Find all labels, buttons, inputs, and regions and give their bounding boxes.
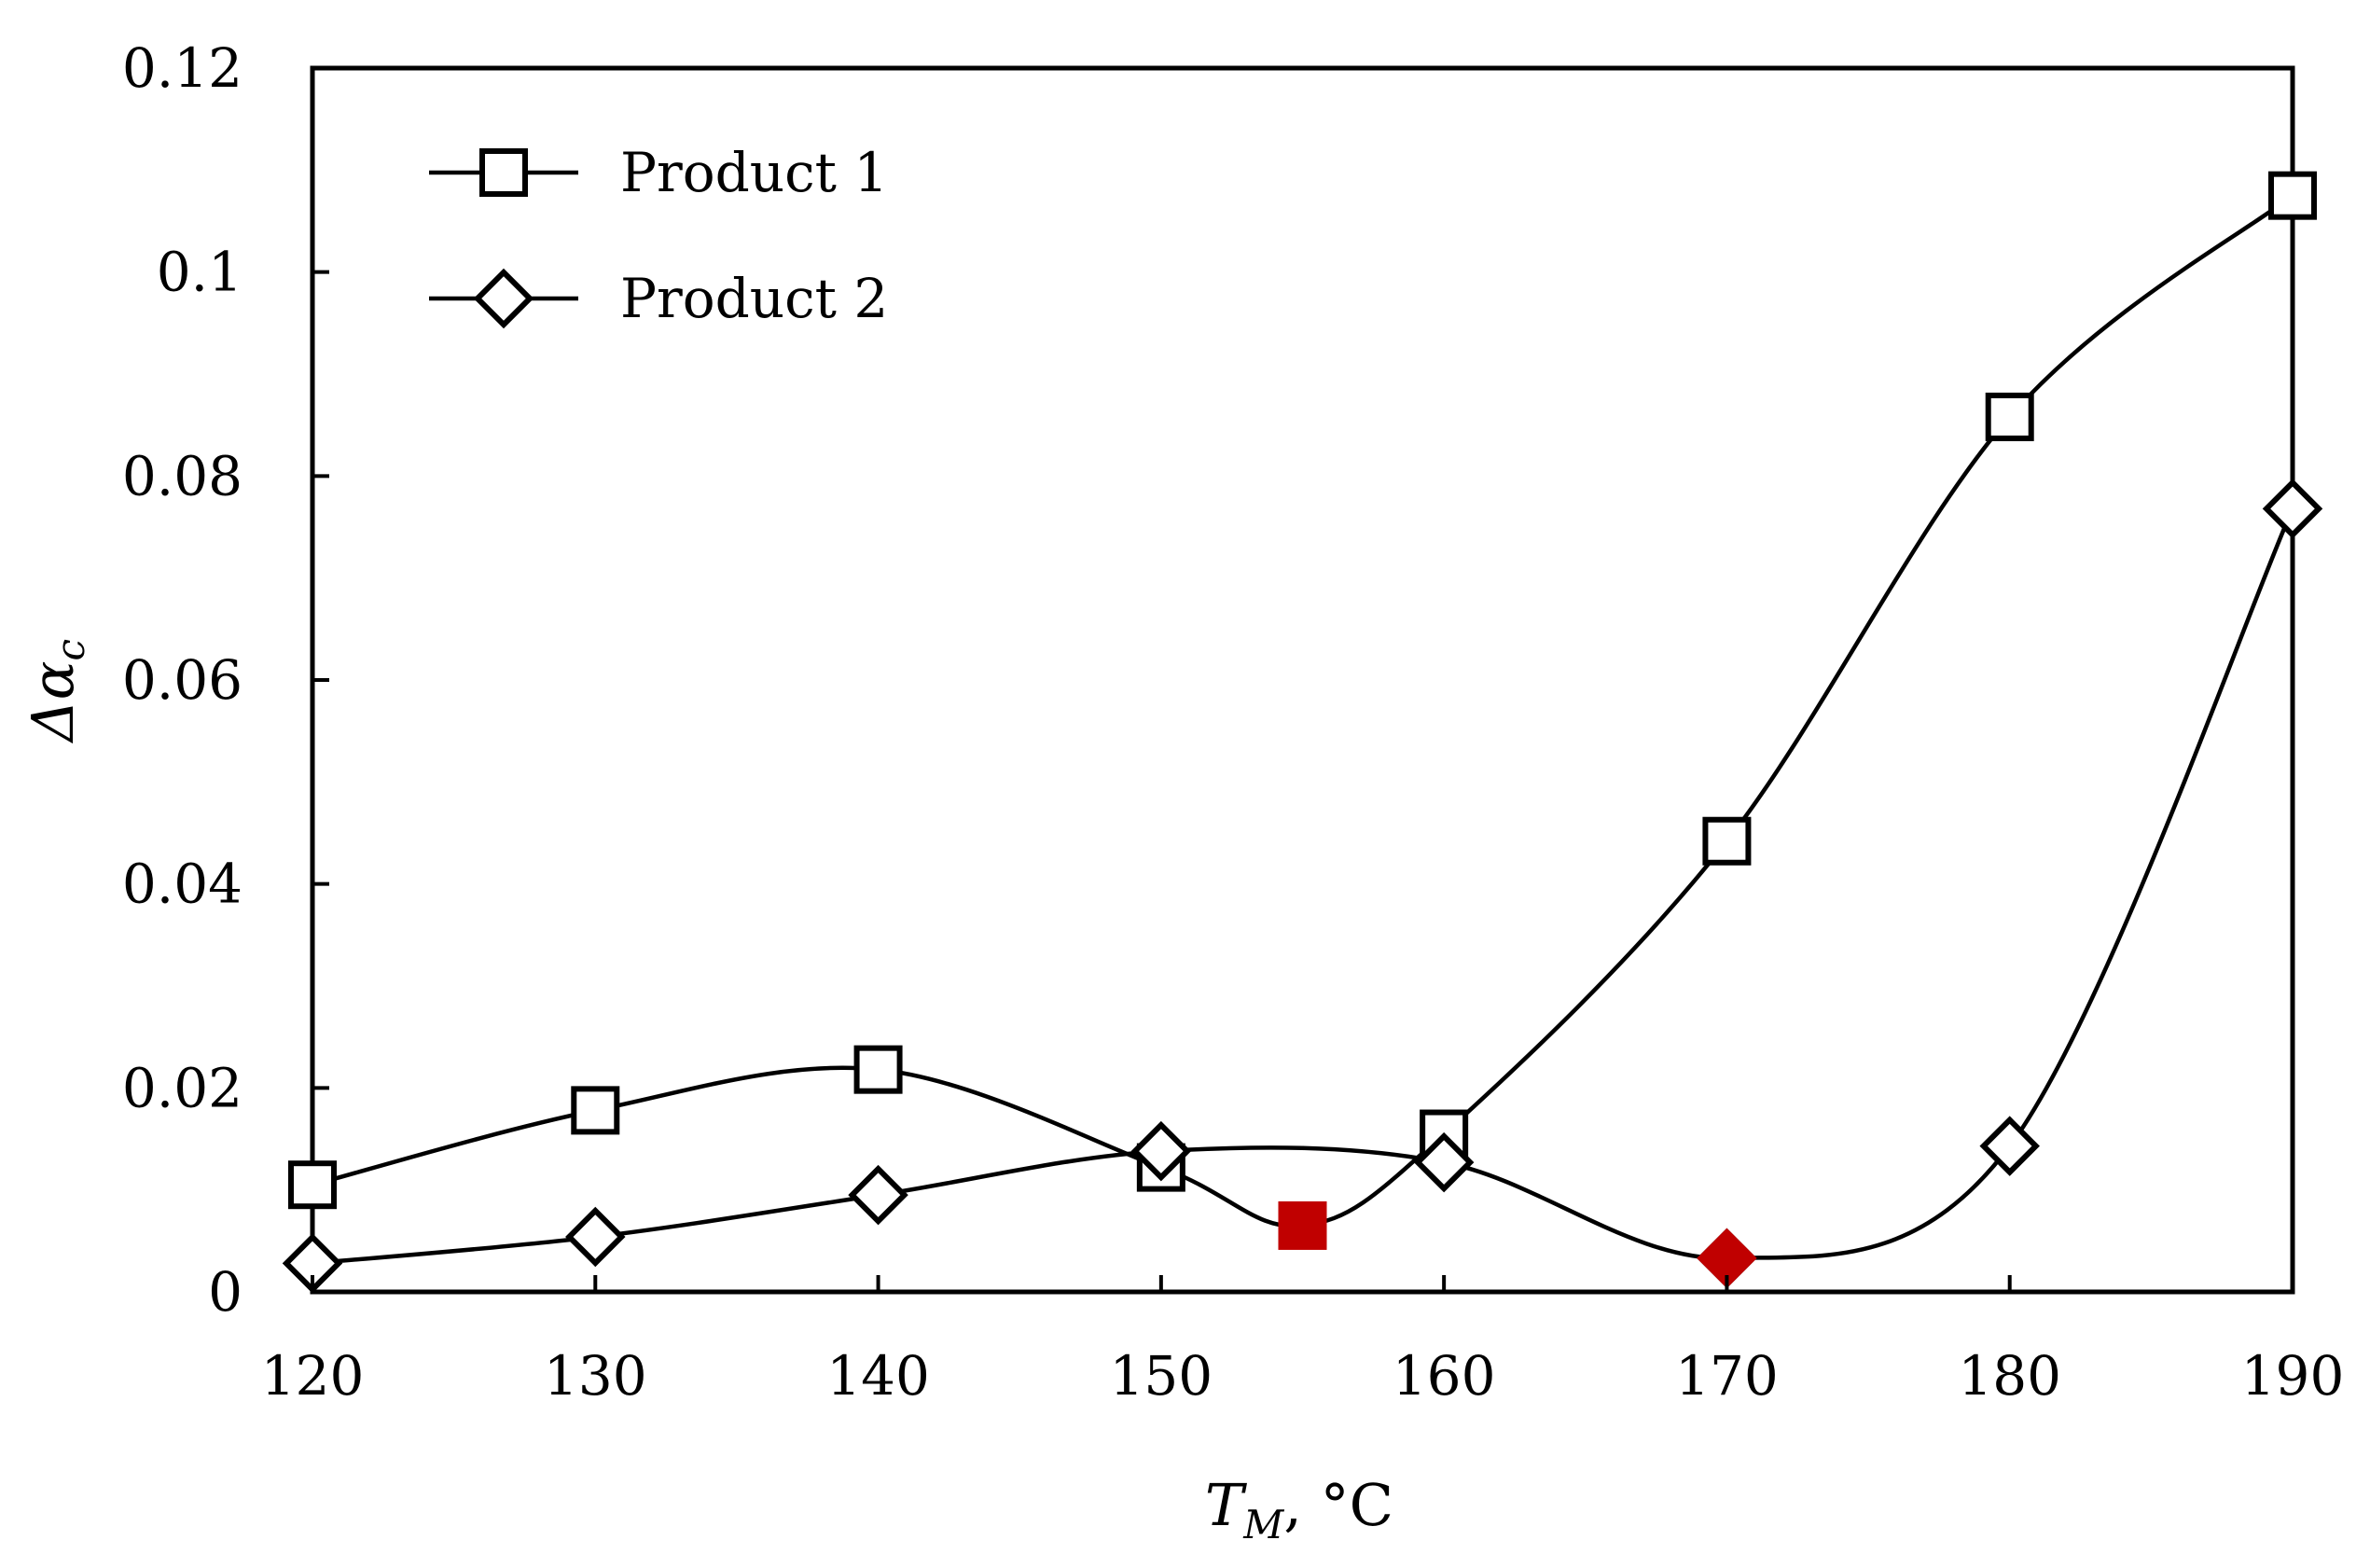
data-point-series-2 — [1413, 1131, 1475, 1193]
x-axis-label: TM, °C — [1205, 1471, 1393, 1547]
data-point-series-2 — [565, 1206, 626, 1268]
data-point-series-1 — [1985, 392, 2034, 441]
series-curves — [312, 193, 2295, 1266]
x-tick-label: 180 — [1958, 1344, 2061, 1408]
x-axis-subscript: M — [1242, 1502, 1284, 1547]
x-tick-label: 140 — [826, 1344, 930, 1408]
y-tick-label: 0.06 — [122, 648, 243, 712]
data-point-series-2 — [848, 1164, 908, 1226]
y-tick-label: 0.02 — [122, 1056, 243, 1119]
x-tick-label: 130 — [544, 1344, 647, 1408]
y-axis-label: Δαc — [19, 639, 93, 743]
legend-label: Product 1 — [620, 141, 888, 204]
data-point-series-1 — [571, 1086, 620, 1135]
x-axis-symbol: T — [1205, 1471, 1248, 1539]
highlighted-points — [1278, 1200, 1757, 1289]
legend-marker — [479, 148, 528, 197]
axis-ticks: 120 130 140 150 160 170 180 190 0 0.02 0.04 0.06 0.0… — [122, 36, 2345, 1408]
x-tick-label: 150 — [1109, 1344, 1213, 1408]
y-tick-label: 0.08 — [122, 444, 243, 507]
legend-marker — [473, 268, 534, 329]
y-axis-symbol: Δα — [19, 660, 87, 743]
legend-label: Product 2 — [620, 267, 888, 330]
legend: Product 1 Product 2 — [429, 141, 888, 330]
series-line-1 — [312, 193, 2294, 1228]
y-tick-label: 0.12 — [122, 36, 243, 100]
x-axis-unit: , °C — [1283, 1471, 1393, 1539]
x-tick-label: 160 — [1393, 1344, 1496, 1408]
data-point-series-2 — [2262, 479, 2323, 539]
data-point-series-1 — [1702, 816, 1752, 866]
data-point-series-1 — [2268, 171, 2317, 220]
data-point-series-2 — [1979, 1116, 2040, 1176]
data-point-series-1 — [288, 1160, 337, 1210]
x-tick-label: 190 — [2241, 1344, 2345, 1408]
data-point-series-1 — [853, 1045, 903, 1094]
series-markers — [282, 171, 2323, 1294]
y-tick-label: 0.1 — [157, 241, 243, 304]
x-tick-label: 170 — [1675, 1344, 1779, 1408]
y-axis-subscript: c — [48, 639, 93, 661]
y-tick-label: 0 — [208, 1260, 243, 1324]
x-tick-label: 120 — [261, 1344, 365, 1408]
series-line-2 — [312, 507, 2295, 1266]
data-point-series-2 — [1130, 1120, 1192, 1182]
y-tick-label: 0.04 — [122, 853, 243, 916]
highlighted-point-square — [1278, 1200, 1327, 1250]
